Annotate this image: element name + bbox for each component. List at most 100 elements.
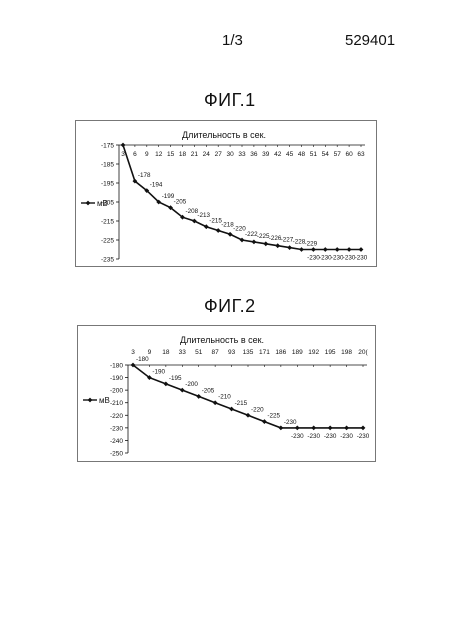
x-tick-label: 171 [259,349,270,356]
x-tick-label: 198 [341,349,352,356]
x-tick-label: 60 [345,151,353,158]
data-point [196,394,201,399]
x-tick-label: 48 [298,151,306,158]
x-tick-label: 189 [292,349,303,356]
data-label: -229 [305,241,318,248]
figure-2-chart: Длительность в сек.-180-190-200-210-220-… [77,325,376,462]
x-tick-label: 20( [358,349,368,356]
x-tick-label: 87 [212,349,220,356]
figure-2-svg: Длительность в сек.-180-190-200-210-220-… [78,326,375,461]
y-tick-label: -190 [110,375,123,382]
data-point [328,425,333,430]
data-label: -230 [324,433,337,440]
data-point [323,247,328,252]
legend-label: мВ [97,199,108,208]
data-label: -230 [355,255,368,262]
legend-marker [88,398,93,403]
series-line [133,365,363,428]
data-point [335,247,340,252]
data-point [359,247,364,252]
data-label: -200 [185,381,198,388]
x-tick-label: 45 [286,151,294,158]
data-point [121,143,126,148]
data-point [344,425,349,430]
data-label: -178 [138,172,151,179]
x-tick-label: 186 [275,349,286,356]
x-tick-label: 15 [167,151,175,158]
x-tick-label: 21 [191,151,199,158]
data-label: -230 [284,419,297,426]
x-tick-label: 6 [133,151,137,158]
data-label: -210 [218,394,231,401]
data-point [246,413,251,418]
data-point [252,240,257,245]
y-tick-label: -200 [110,388,123,395]
x-tick-label: 39 [262,151,270,158]
data-point [295,425,300,430]
data-point [299,247,304,252]
x-tick-label: 36 [250,151,258,158]
figure-1-chart: Длительность в сек.-175-185-195-205-215-… [75,120,377,267]
x-tick-label: 3 [131,349,135,356]
x-tick-label: 42 [274,151,282,158]
data-point [262,419,267,424]
x-tick-label: 9 [148,349,152,356]
data-label: -195 [169,375,182,382]
x-tick-label: 18 [179,151,187,158]
data-label: -205 [174,199,187,206]
data-point [311,247,316,252]
x-tick-label: 63 [357,151,365,158]
y-tick-label: -240 [110,438,123,445]
figure-1-svg: Длительность в сек.-175-185-195-205-215-… [76,121,376,266]
x-tick-label: 195 [325,349,336,356]
x-tick-label: 192 [308,349,319,356]
x-tick-label: 18 [162,349,170,356]
legend-marker [86,201,91,206]
x-tick-label: 93 [228,349,236,356]
page-number: 1/3 [222,32,243,49]
data-label: -230 [291,433,304,440]
data-point [216,228,221,233]
legend-label: мВ [99,396,110,405]
x-tick-label: 30 [226,151,234,158]
data-label: -230 [340,433,353,440]
x-tick-label: 135 [243,349,254,356]
y-tick-label: -180 [110,363,123,370]
patent-number: 529401 [345,32,395,49]
x-tick-label: 51 [310,151,318,158]
data-point [287,245,292,250]
data-label: -190 [152,369,165,376]
y-tick-label: -185 [101,162,114,169]
data-point [163,381,168,386]
data-point [263,241,268,246]
data-point [213,400,218,405]
x-tick-label: 57 [334,151,342,158]
data-point [275,243,280,248]
y-tick-label: -235 [101,257,114,264]
data-point [311,425,316,430]
x-axis-title: Длительность в сек. [182,130,266,140]
data-label: -230 [307,433,320,440]
x-tick-label: 27 [215,151,223,158]
x-tick-label: 12 [155,151,163,158]
figure-2-title: ФИГ.2 [204,296,256,317]
data-label: -205 [202,387,215,394]
series-line [123,145,361,250]
x-tick-label: 33 [179,349,187,356]
y-tick-label: -230 [110,425,123,432]
x-axis-title: Длительность в сек. [180,335,264,345]
data-label: -180 [136,356,149,363]
y-tick-label: -175 [101,143,114,150]
data-label: -215 [235,400,248,407]
data-point [180,388,185,393]
x-tick-label: 54 [322,151,330,158]
data-point [278,425,283,430]
data-label: -225 [267,413,280,420]
figure-1-title: ФИГ.1 [204,90,256,111]
data-label: -220 [251,406,264,413]
y-tick-label: -210 [110,400,123,407]
y-tick-label: -225 [101,238,114,245]
y-tick-label: -195 [101,181,114,188]
data-label: -230 [357,433,370,440]
x-tick-label: 24 [203,151,211,158]
